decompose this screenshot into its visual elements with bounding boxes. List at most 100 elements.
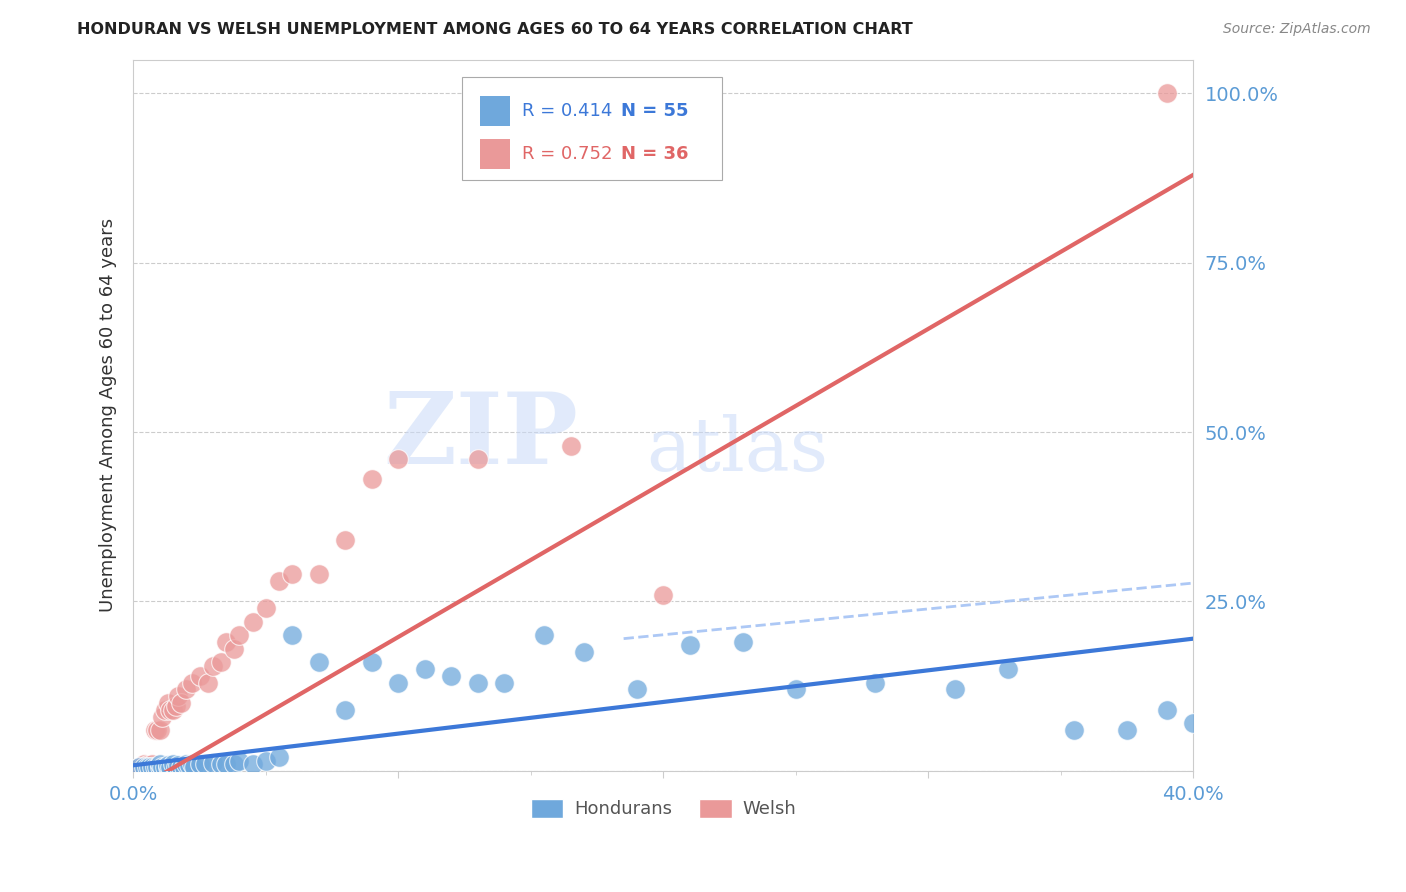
Point xyxy=(156,758,179,772)
Point xyxy=(387,452,409,467)
Text: Source: ZipAtlas.com: Source: ZipAtlas.com xyxy=(1223,22,1371,37)
Point xyxy=(222,756,245,771)
Point xyxy=(269,750,291,764)
Point xyxy=(228,754,250,768)
Point xyxy=(165,760,187,774)
Text: N = 36: N = 36 xyxy=(621,145,689,163)
Point xyxy=(560,439,582,453)
Point xyxy=(201,756,224,770)
Point xyxy=(1182,716,1205,731)
Point xyxy=(335,533,357,548)
Point xyxy=(494,675,516,690)
Point xyxy=(1063,723,1085,737)
Point xyxy=(153,760,176,774)
Point xyxy=(170,760,193,774)
Point xyxy=(141,756,163,771)
Point xyxy=(152,760,174,774)
Point xyxy=(188,756,211,771)
Point xyxy=(183,760,205,774)
Point xyxy=(222,641,245,656)
Point xyxy=(997,662,1019,676)
Point xyxy=(128,760,150,774)
FancyBboxPatch shape xyxy=(479,139,509,169)
Point xyxy=(242,756,264,771)
Text: atlas: atlas xyxy=(647,414,828,487)
Point xyxy=(254,754,277,768)
Point xyxy=(152,709,174,723)
Point xyxy=(167,758,190,772)
Point xyxy=(1116,723,1139,737)
Point xyxy=(413,662,436,676)
Point xyxy=(242,615,264,629)
Point xyxy=(149,760,172,774)
Point xyxy=(156,696,179,710)
Point xyxy=(281,567,304,582)
Point xyxy=(943,682,966,697)
Point xyxy=(146,723,169,737)
Point xyxy=(308,656,330,670)
Point xyxy=(194,756,217,771)
Text: R = 0.414: R = 0.414 xyxy=(523,102,613,120)
Point xyxy=(143,723,166,737)
Point xyxy=(652,588,675,602)
Point xyxy=(141,760,163,774)
Point xyxy=(215,635,238,649)
Point xyxy=(128,760,150,774)
Point xyxy=(360,656,382,670)
Point xyxy=(308,567,330,582)
Point xyxy=(173,760,195,774)
Point xyxy=(153,703,176,717)
Point xyxy=(159,760,181,774)
Point xyxy=(180,756,202,771)
Point xyxy=(1156,87,1178,101)
Point xyxy=(440,669,463,683)
Point xyxy=(132,760,155,774)
Point xyxy=(731,635,754,649)
Point xyxy=(467,675,489,690)
Point xyxy=(165,699,187,714)
Point xyxy=(254,601,277,615)
Point xyxy=(467,452,489,467)
Point xyxy=(533,628,555,642)
Point xyxy=(335,703,357,717)
Point xyxy=(138,760,160,774)
Point xyxy=(785,682,807,697)
Point xyxy=(1156,703,1178,717)
Point xyxy=(132,756,155,771)
Point xyxy=(281,628,304,642)
Point xyxy=(149,723,172,737)
Point xyxy=(228,628,250,642)
Point xyxy=(176,756,198,771)
FancyBboxPatch shape xyxy=(463,78,721,180)
Point xyxy=(170,696,193,710)
Point xyxy=(865,675,887,690)
FancyBboxPatch shape xyxy=(479,96,509,126)
Point xyxy=(201,658,224,673)
Point xyxy=(387,675,409,690)
Point xyxy=(177,758,200,772)
Point xyxy=(209,756,232,771)
Point xyxy=(162,756,184,771)
Point xyxy=(188,669,211,683)
Text: R = 0.752: R = 0.752 xyxy=(523,145,613,163)
Point xyxy=(162,703,184,717)
Legend: Hondurans, Welsh: Hondurans, Welsh xyxy=(523,792,803,826)
Text: ZIP: ZIP xyxy=(384,388,578,485)
Point xyxy=(146,760,169,774)
Point xyxy=(159,703,181,717)
Text: HONDURAN VS WELSH UNEMPLOYMENT AMONG AGES 60 TO 64 YEARS CORRELATION CHART: HONDURAN VS WELSH UNEMPLOYMENT AMONG AGE… xyxy=(77,22,912,37)
Point xyxy=(135,758,157,772)
Point xyxy=(360,473,382,487)
Point xyxy=(149,756,172,771)
Point xyxy=(269,574,291,588)
Point xyxy=(176,682,198,697)
Y-axis label: Unemployment Among Ages 60 to 64 years: Unemployment Among Ages 60 to 64 years xyxy=(100,218,117,612)
Point xyxy=(156,760,179,774)
Point xyxy=(215,756,238,771)
Point xyxy=(679,639,702,653)
Point xyxy=(626,682,648,697)
Point xyxy=(167,689,190,703)
Text: N = 55: N = 55 xyxy=(621,102,689,120)
Point xyxy=(197,675,219,690)
Point xyxy=(572,645,595,659)
